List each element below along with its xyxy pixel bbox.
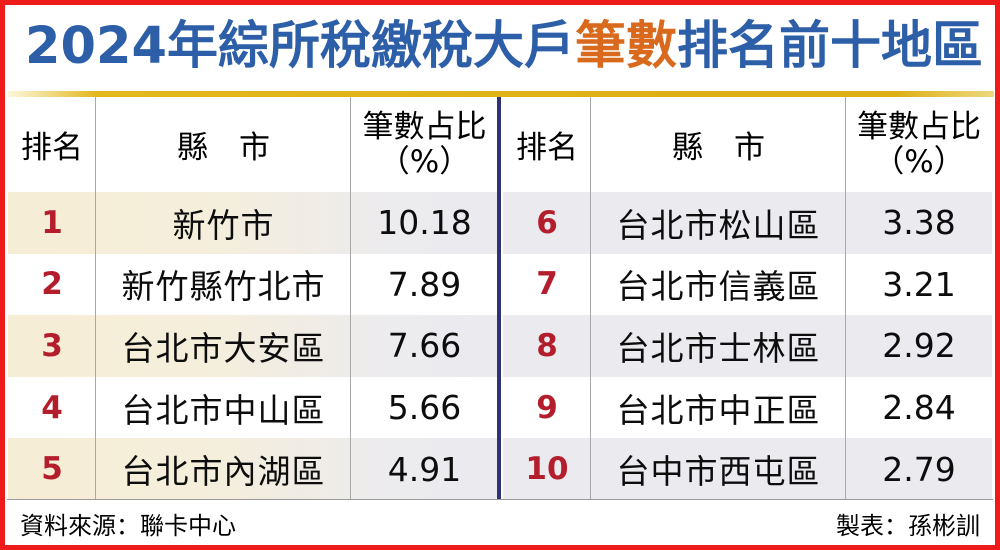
table-row: 6 台北市松山區 3.38 <box>503 192 992 254</box>
table-row: 2 新竹縣竹北市 7.89 <box>8 254 498 316</box>
table-header: 排名 縣 市 筆數占比 （%） <box>503 97 992 192</box>
title-suffix: 排名前十地區 <box>676 17 983 76</box>
header-rank: 排名 <box>21 130 83 166</box>
rank-cell: 10 <box>525 451 569 488</box>
county-cell: 新竹縣竹北市 <box>121 267 326 307</box>
county-cell: 台北市中正區 <box>616 390 821 430</box>
title-highlight: 筆數 <box>574 17 677 76</box>
rank-cell: 5 <box>41 451 63 488</box>
gold-divider-line <box>8 91 994 97</box>
source-credit: 資料來源：聯卡中心 <box>20 512 236 540</box>
table-row: 3 台北市大安區 7.66 <box>8 315 498 377</box>
table-row: 10 台中市西屯區 2.79 <box>503 438 992 500</box>
rank-cell: 1 <box>41 204 63 241</box>
rank-cell: 2 <box>41 266 63 303</box>
header-ratio: 筆數占比 （%） <box>846 110 992 179</box>
ratio-cell: 5.66 <box>387 388 462 428</box>
county-cell: 台北市大安區 <box>121 328 326 368</box>
column-divider <box>350 97 351 499</box>
ratio-cell: 3.21 <box>882 264 956 304</box>
rank-cell: 3 <box>41 327 63 364</box>
rank-cell: 7 <box>536 266 558 303</box>
county-cell: 台北市士林區 <box>616 328 821 368</box>
table-row: 4 台北市中山區 5.66 <box>8 377 498 439</box>
rank-cell: 6 <box>536 204 558 241</box>
header-ratio-line2: （%） <box>378 143 471 180</box>
page-title: 2024年綜所稅繳稅大戶筆數排名前十地區 <box>25 5 983 78</box>
table-row: 5 台北市內湖區 4.91 <box>8 438 498 500</box>
county-cell: 台北市中山區 <box>121 390 326 430</box>
county-cell: 新竹市 <box>172 205 275 245</box>
rank-cell: 9 <box>536 389 558 426</box>
ratio-cell: 10.18 <box>377 203 472 243</box>
header-ratio-line1: 筆數占比 <box>857 108 981 145</box>
column-divider <box>95 97 96 499</box>
table-row: 8 台北市士林區 2.92 <box>503 315 992 377</box>
column-divider <box>590 97 591 499</box>
table-row: 1 新竹市 10.18 <box>8 192 498 254</box>
column-divider <box>845 97 846 499</box>
header-ratio-line1: 筆數占比 <box>362 108 487 145</box>
ratio-cell: 2.79 <box>882 449 956 489</box>
ratio-cell: 2.92 <box>882 326 956 366</box>
table-right: 排名 縣 市 筆數占比 （%） 6 台北市松山區 3.38 7 台北市信義區 3… <box>503 97 992 500</box>
header-county: 縣 市 <box>177 130 270 166</box>
table-left: 排名 縣 市 筆數占比 （%） 1 新竹市 10.18 2 新竹縣竹北市 7.8… <box>8 97 498 500</box>
footer: 資料來源：聯卡中心 製表：孫彬訓 <box>20 506 980 541</box>
header-ratio-line2: （%） <box>873 143 965 180</box>
table-bottom-line <box>7 499 993 500</box>
table-row: 7 台北市信義區 3.21 <box>503 254 992 316</box>
county-cell: 台中市西屯區 <box>616 452 821 492</box>
ratio-cell: 7.89 <box>387 264 462 304</box>
header-county: 縣 市 <box>672 130 765 166</box>
center-divider <box>497 97 501 500</box>
rank-cell: 4 <box>41 389 63 426</box>
header-rank: 排名 <box>516 130 578 166</box>
county-cell: 台北市信義區 <box>616 267 821 307</box>
header-ratio: 筆數占比 （%） <box>351 110 498 179</box>
ratio-cell: 7.66 <box>387 326 462 366</box>
rank-cell: 8 <box>536 327 558 364</box>
county-cell: 台北市松山區 <box>616 205 821 245</box>
author-credit: 製表：孫彬訓 <box>836 512 980 540</box>
county-cell: 台北市內湖區 <box>121 452 326 492</box>
ratio-cell: 2.84 <box>882 388 956 428</box>
title-prefix: 2024年綜所稅繳稅大戶 <box>25 17 575 76</box>
ratio-cell: 4.91 <box>387 449 462 489</box>
table-header: 排名 縣 市 筆數占比 （%） <box>8 97 498 192</box>
table-row: 9 台北市中正區 2.84 <box>503 377 992 439</box>
ratio-cell: 3.38 <box>882 203 956 243</box>
